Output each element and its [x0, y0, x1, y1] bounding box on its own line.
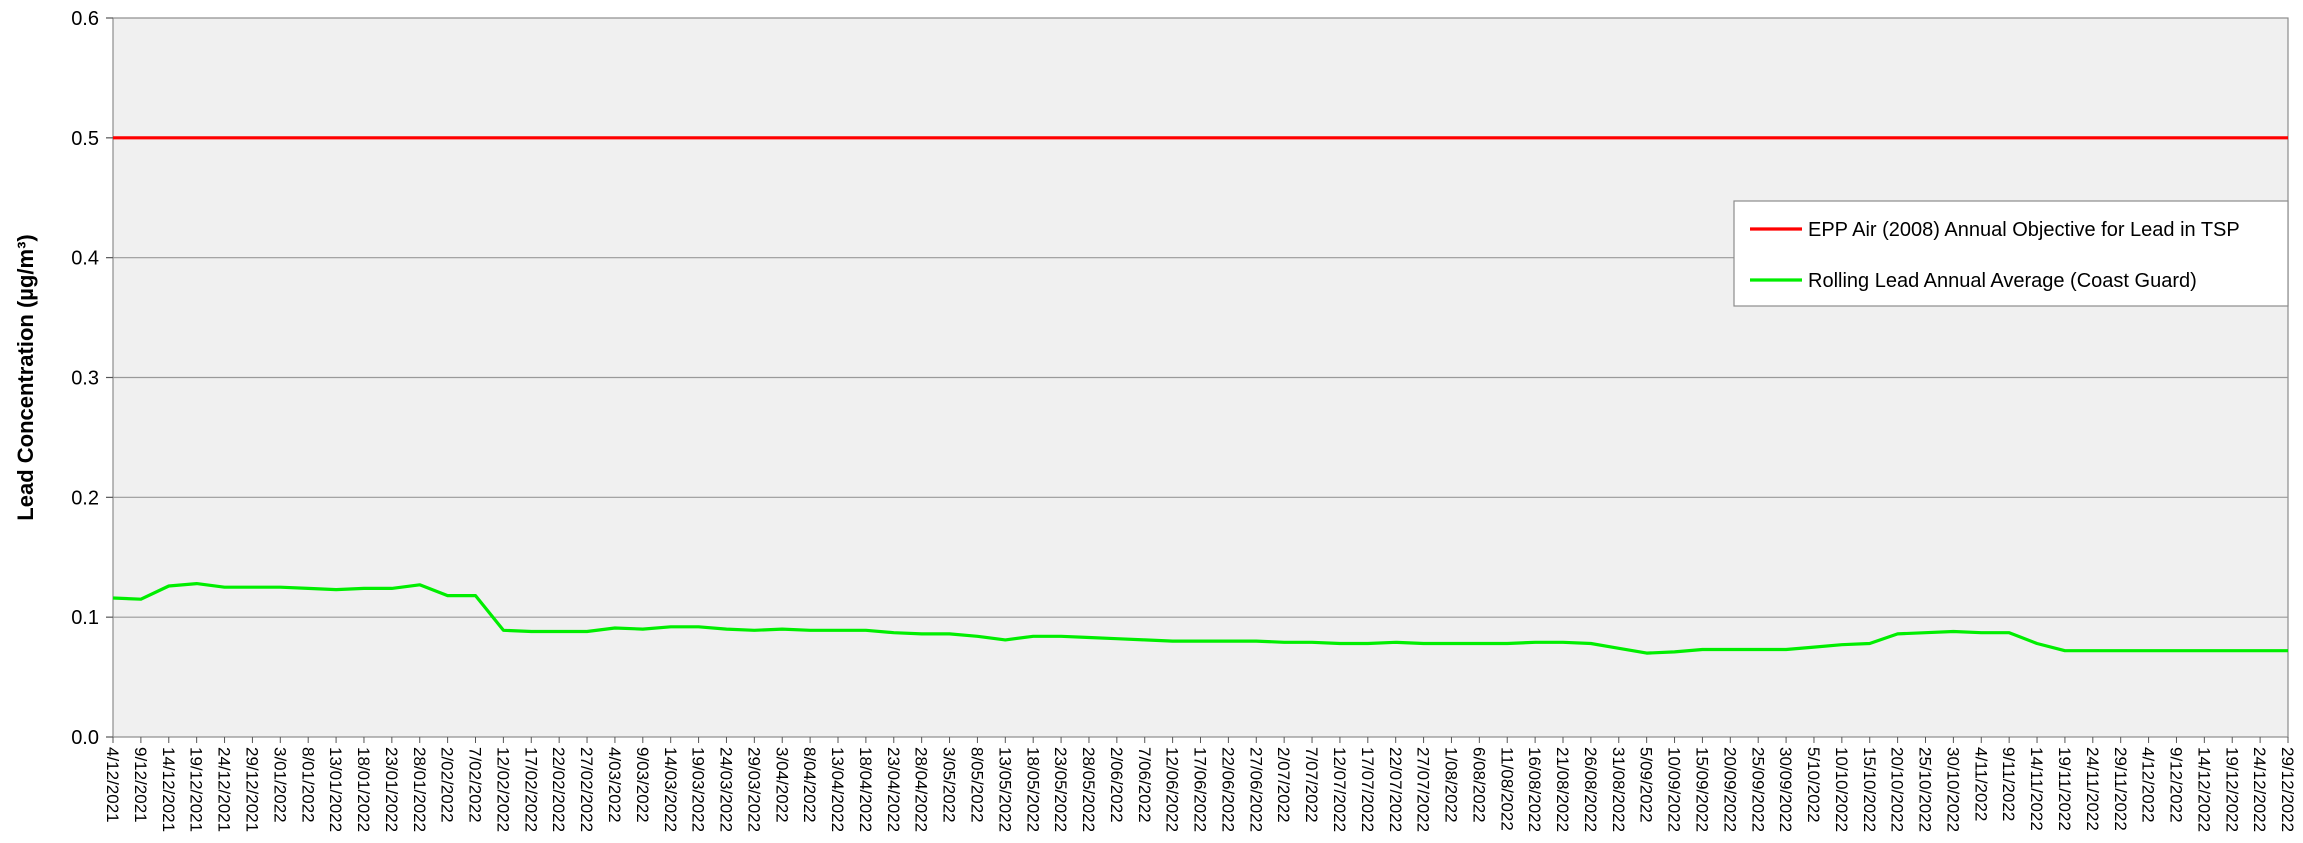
y-tick-label: 0.2 — [71, 487, 99, 509]
x-tick-label: 13/05/2022 — [995, 747, 1014, 832]
legend-box — [1733, 200, 2289, 307]
x-tick-label: 1/08/2022 — [1442, 747, 1461, 823]
y-axis: 0.0 0.1 0.2 0.3 0.4 0.5 0.6 — [71, 8, 113, 749]
x-tick-label: 29/11/2022 — [2111, 747, 2130, 831]
x-tick-label: 14/12/2022 — [2194, 747, 2213, 832]
x-tick-label: 22/06/2022 — [1218, 747, 1237, 832]
x-tick-label: 8/01/2022 — [298, 747, 317, 823]
x-tick-label: 17/07/2022 — [1358, 747, 1377, 832]
x-tick-label: 29/12/2022 — [2278, 747, 2297, 832]
x-tick-label: 9/03/2022 — [633, 747, 652, 823]
x-tick-label: 13/01/2022 — [326, 747, 345, 832]
x-tick-label: 24/12/2021 — [215, 747, 234, 832]
x-tick-label: 7/07/2022 — [1302, 747, 1321, 823]
x-tick-label: 18/01/2022 — [354, 747, 373, 832]
legend: EPP Air (2008) Annual Objective for Lead… — [1733, 200, 2289, 307]
x-tick-label: 9/12/2021 — [131, 747, 150, 823]
x-tick-label: 28/04/2022 — [912, 747, 931, 832]
x-tick-label: 6/08/2022 — [1469, 747, 1488, 823]
x-tick-label: 27/02/2022 — [577, 747, 596, 832]
x-tick-label: 2/02/2022 — [438, 747, 457, 823]
y-tick-label: 0.6 — [71, 8, 99, 30]
x-tick-label: 5/09/2022 — [1637, 747, 1656, 823]
x-tick-label: 19/03/2022 — [689, 747, 708, 832]
x-tick-label: 22/02/2022 — [549, 747, 568, 832]
x-tick-label: 7/06/2022 — [1135, 747, 1154, 823]
x-tick-label: 4/12/2021 — [103, 747, 122, 823]
x-tick-label: 24/03/2022 — [717, 747, 736, 832]
x-tick-label: 5/10/2022 — [1804, 747, 1823, 823]
x-tick-label: 3/01/2022 — [270, 747, 289, 823]
legend-label-objective: EPP Air (2008) Annual Objective for Lead… — [1808, 219, 2240, 241]
y-tick-label: 0.4 — [71, 248, 99, 270]
x-tick-label: 19/12/2022 — [2222, 747, 2241, 832]
x-tick-label: 21/08/2022 — [1553, 747, 1572, 832]
x-tick-label: 9/11/2022 — [1999, 747, 2018, 821]
x-tick-label: 18/05/2022 — [1023, 747, 1042, 832]
x-tick-label: 14/03/2022 — [661, 747, 680, 832]
x-tick-label: 15/10/2022 — [1860, 747, 1879, 832]
legend-label-average: Rolling Lead Annual Average (Coast Guard… — [1808, 270, 2197, 292]
x-tick-label: 2/07/2022 — [1274, 747, 1293, 823]
x-tick-label: 7/02/2022 — [466, 747, 485, 823]
x-tick-label: 27/06/2022 — [1246, 747, 1265, 832]
x-tick-label: 17/02/2022 — [521, 747, 540, 832]
series-line-average — [112, 581, 2288, 655]
x-tick-label: 30/09/2022 — [1776, 747, 1795, 832]
x-tick-label: 4/11/2022 — [1971, 747, 1990, 821]
y-axis-title: Lead Concentration (µg/m³) — [13, 234, 38, 520]
x-tick-label: 27/07/2022 — [1414, 747, 1433, 832]
x-tick-label: 9/12/2022 — [2167, 747, 2186, 823]
x-tick-label: 8/05/2022 — [967, 747, 986, 823]
x-tick-label: 23/05/2022 — [1051, 747, 1070, 832]
x-tick-label: 26/08/2022 — [1581, 747, 1600, 832]
x-tick-label: 29/03/2022 — [744, 747, 763, 832]
y-tick-label: 0.5 — [71, 128, 99, 150]
x-tick-label: 14/12/2021 — [159, 747, 178, 832]
x-tick-label: 13/04/2022 — [828, 747, 847, 832]
x-tick-label: 8/04/2022 — [800, 747, 819, 823]
x-tick-label: 12/02/2022 — [493, 747, 512, 832]
x-tick-label: 28/01/2022 — [410, 747, 429, 832]
x-tick-label: 20/09/2022 — [1720, 747, 1739, 832]
y-tick-label: 0.0 — [71, 727, 99, 749]
x-tick-label: 29/12/2021 — [242, 747, 261, 832]
x-tick-label: 12/07/2022 — [1330, 747, 1349, 832]
x-tick-label: 24/12/2022 — [2250, 747, 2269, 832]
x-tick-label: 19/12/2021 — [187, 747, 206, 832]
x-tick-label: 22/07/2022 — [1386, 747, 1405, 832]
y-tick-label: 0.3 — [71, 368, 99, 390]
y-tick-label: 0.1 — [71, 607, 99, 629]
x-tick-label: 24/11/2022 — [2083, 747, 2102, 831]
x-tick-label: 4/12/2022 — [2139, 747, 2158, 823]
x-tick-label: 18/04/2022 — [856, 747, 875, 832]
x-tick-label: 25/09/2022 — [1748, 747, 1767, 832]
x-tick-label: 19/11/2022 — [2055, 747, 2074, 831]
x-tick-label: 30/10/2022 — [1943, 747, 1962, 832]
x-tick-label: 28/05/2022 — [1079, 747, 1098, 832]
x-tick-label: 3/05/2022 — [940, 747, 959, 823]
x-tick-label: 23/04/2022 — [884, 747, 903, 832]
x-tick-label: 14/11/2022 — [2027, 747, 2046, 831]
x-tick-label: 23/01/2022 — [382, 747, 401, 832]
x-tick-label: 31/08/2022 — [1609, 747, 1628, 832]
x-tick-label: 3/04/2022 — [772, 747, 791, 823]
x-tick-label: 12/06/2022 — [1163, 747, 1182, 832]
x-tick-label: 17/06/2022 — [1191, 747, 1210, 832]
x-tick-label: 10/09/2022 — [1665, 747, 1684, 832]
x-tick-label: 2/06/2022 — [1107, 747, 1126, 823]
x-tick-label: 20/10/2022 — [1888, 747, 1907, 832]
x-tick-label: 16/08/2022 — [1525, 747, 1544, 832]
x-tick-label: 10/10/2022 — [1832, 747, 1851, 832]
series-lines — [112, 136, 2288, 655]
x-axis: 4/12/2021 9/12/2021 14/12/2021 19/12/2021 24… — [103, 737, 2297, 832]
x-tick-label: 25/10/2022 — [1916, 747, 1935, 832]
x-tick-label: 11/08/2022 — [1497, 747, 1516, 831]
x-tick-label: 15/09/2022 — [1692, 747, 1711, 832]
x-tick-label: 4/03/2022 — [605, 747, 624, 823]
